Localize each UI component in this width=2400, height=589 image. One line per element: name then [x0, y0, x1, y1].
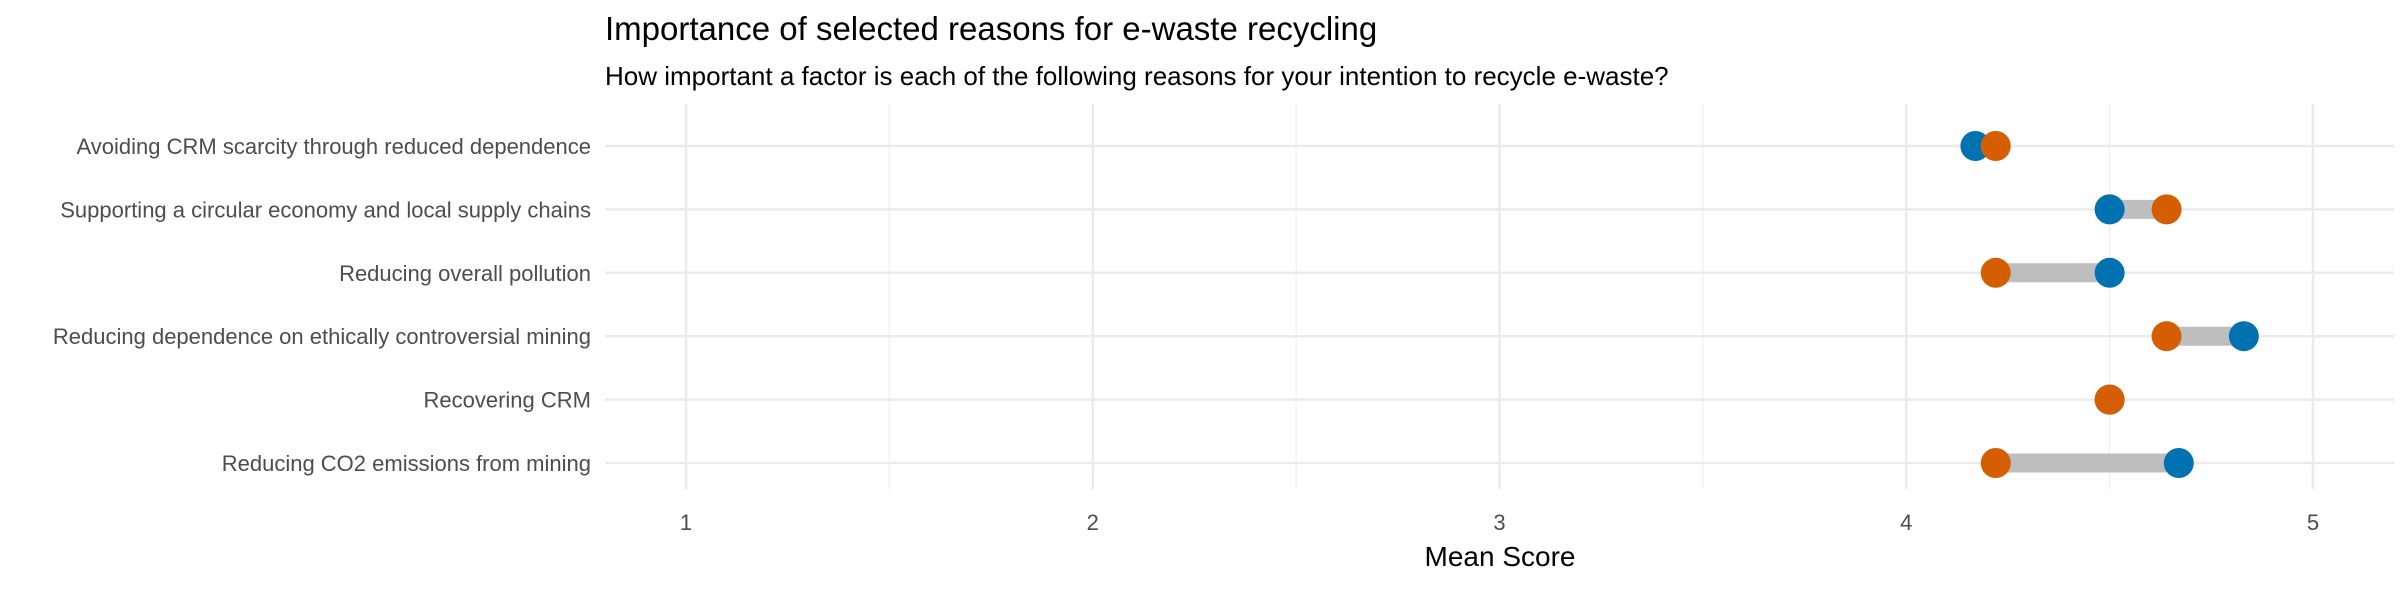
point-blue — [2094, 257, 2125, 288]
x-axis-title: Mean Score — [1425, 541, 1576, 572]
chart-subtitle: How important a factor is each of the fo… — [605, 61, 1669, 91]
point-orange — [2094, 384, 2125, 415]
chart-title: Importance of selected reasons for e-was… — [605, 10, 1377, 47]
data-points — [1960, 131, 2259, 478]
point-blue — [2094, 194, 2125, 225]
point-orange — [2151, 321, 2182, 352]
grid — [605, 104, 2394, 489]
x-tick-label: 5 — [2307, 510, 2319, 535]
y-axis-labels: Avoiding CRM scarcity through reduced de… — [53, 134, 591, 476]
x-tick-label: 2 — [1087, 510, 1099, 535]
y-tick-label: Reducing dependence on ethically controv… — [53, 324, 591, 349]
y-tick-label: Reducing overall pollution — [339, 261, 591, 286]
point-orange — [1980, 448, 2011, 478]
y-tick-label: Avoiding CRM scarcity through reduced de… — [77, 134, 591, 159]
y-tick-label: Reducing CO2 emissions from mining — [222, 451, 591, 476]
x-axis-tick-labels: 1 2 3 4 5 — [680, 510, 2319, 535]
point-orange — [1980, 131, 2011, 161]
y-tick-label: Supporting a circular economy and local … — [60, 197, 591, 222]
x-tick-label: 3 — [1493, 510, 1505, 535]
point-orange — [1980, 257, 2011, 288]
x-tick-label: 4 — [1900, 510, 1912, 535]
point-blue — [2163, 448, 2194, 478]
point-orange — [2151, 194, 2182, 225]
point-blue — [2228, 321, 2259, 352]
y-tick-label: Recovering CRM — [424, 388, 592, 413]
x-tick-label: 1 — [680, 510, 692, 535]
